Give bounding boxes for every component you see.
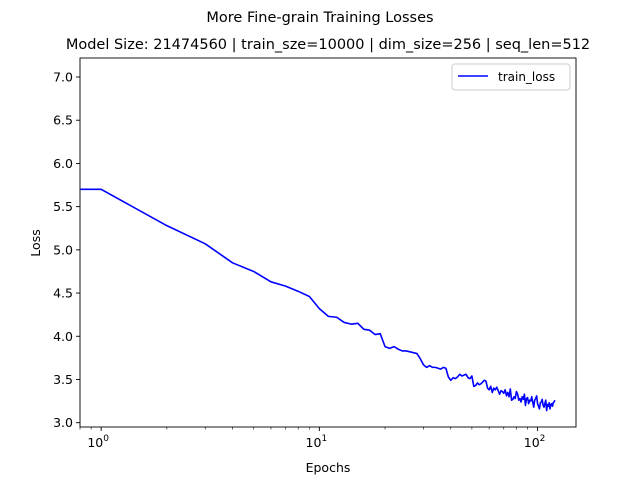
- y-tick-label: 7.0: [53, 70, 73, 85]
- y-tick-label: 4.0: [53, 329, 73, 344]
- series-line-train-loss: [80, 188, 556, 412]
- y-tick-label: 5.5: [53, 199, 73, 214]
- plot-area: [80, 188, 556, 412]
- axes-frame: [79, 57, 577, 428]
- y-tick-label: 6.5: [53, 113, 73, 128]
- x-tick-label: 100: [87, 434, 109, 450]
- x-tick-label: 102: [524, 434, 546, 450]
- legend: train_loss: [451, 63, 571, 91]
- axis-ticks: 3.0 3.5 4.0 4.5 5.0 5.5 6.0 6.5 7.0 100 101 102: [53, 70, 545, 450]
- x-tick-label: 101: [306, 434, 328, 450]
- x-axis-label: Epochs: [306, 460, 351, 475]
- y-tick-label: 3.5: [53, 372, 73, 387]
- chart-title: Model Size: 21474560 | train_sze=10000 |…: [66, 37, 590, 53]
- legend-box: [451, 63, 571, 91]
- legend-label-train-loss: train_loss: [498, 70, 555, 84]
- y-tick-label: 6.0: [53, 156, 73, 171]
- y-axis-label: Loss: [28, 229, 43, 256]
- y-tick-label: 3.0: [53, 415, 73, 430]
- y-tick-label: 5.0: [53, 242, 73, 257]
- y-tick-label: 4.5: [53, 286, 73, 301]
- figure-suptitle: More Fine-grain Training Losses: [206, 10, 433, 26]
